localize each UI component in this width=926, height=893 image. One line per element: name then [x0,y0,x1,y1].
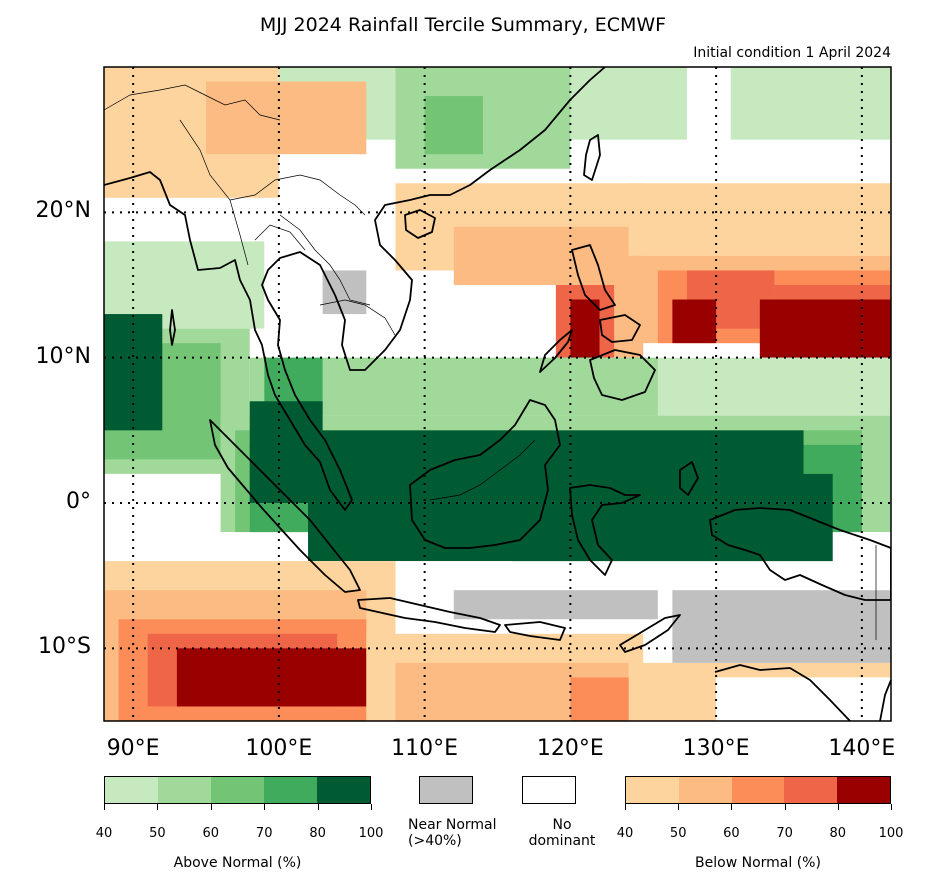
tercile-region-9 [322,270,367,315]
above-normal-tick-mark [210,804,212,810]
sumatra-coastline [209,419,361,593]
no-dominant-caption: No dominant [512,817,612,849]
above-normal-swatch-1 [158,777,211,803]
coastlines [104,67,891,721]
hainan-coastline [404,209,436,239]
above-normal-tick-mark [371,804,372,810]
below-normal-tick-label: 50 [669,826,687,841]
below-normal-caption: Below Normal (%) [695,855,821,871]
above-normal-tick-mark [104,804,105,810]
above-normal-tick-mark [317,804,319,810]
tercile-region-18 [759,299,891,358]
below-normal-tick-label: 40 [616,826,634,841]
above-normal-tick-mark [157,804,159,810]
mindanao-coastline [589,349,656,401]
australia-coastline [714,664,851,721]
taiwan-coastline [583,134,601,181]
above-normal-caption: Above Normal (%) [173,855,302,871]
new-guinea-coastline [709,507,891,601]
lesser-sunda-coastline [504,621,566,641]
lat-label: 10°S [38,634,91,660]
lon-label: 110°E [391,736,459,761]
tercile-region-43 [176,648,367,707]
below-normal-tick-label: 60 [723,826,740,841]
palawan-coastline [539,329,573,373]
lon-label: 130°E [682,736,750,761]
above-normal-tick-label: 80 [309,826,326,841]
java-coastline [357,597,501,633]
lon-label: 100°E [245,736,313,761]
below-normal-tick-mark [731,804,733,810]
map-frame [103,66,892,722]
below-normal-swatch-0 [626,777,679,803]
mainland-coastline [104,67,606,511]
below-normal-tick-mark [891,804,892,810]
above-normal-tick-label: 100 [358,826,384,841]
borneo-coastline [409,399,561,549]
no-dominant-caption-line2: dominant [528,833,596,849]
above-normal-tick-label: 40 [95,826,113,841]
above-normal-swatch-2 [211,777,264,803]
tercile-region-3 [424,96,483,155]
above-normal-tick-mark [264,804,266,810]
halmahera-coastline [679,461,699,496]
near-normal-caption: Near Normal (>40%) [408,817,538,849]
above-normal-swatch-4 [317,777,370,803]
below-normal-tick-label: 100 [878,826,904,841]
near-normal-swatch-0 [420,777,472,803]
near-normal-caption-line2: (>40%) [408,833,462,849]
lon-label: 120°E [536,736,604,761]
below-normal-tick-label: 70 [776,826,793,841]
tercile-region-37 [657,473,833,576]
no-dominant-swatch [522,776,576,804]
luzon-coastline [571,244,616,311]
map-subtitle: Initial condition 1 April 2024 [693,45,891,61]
timor-coastline [619,614,681,653]
above-normal-swatch-3 [264,777,317,803]
no-dominant-swatch-0 [523,777,575,803]
below-normal-colorbar [625,776,891,804]
above-normal-tick-label: 70 [255,826,273,841]
gridlines [104,67,891,721]
cape-york-coastline [879,679,891,721]
andaman-coastline [169,309,176,346]
below-normal-swatch-1 [678,777,732,803]
tercile-region-6 [206,81,367,155]
below-normal-swatch-3 [784,777,838,803]
below-normal-tick-mark [678,804,680,810]
below-normal-swatch-2 [731,777,785,803]
tercile-region-4 [730,67,891,140]
tercile-region-48 [672,590,891,663]
tercile-grid [104,67,891,721]
above-normal-tick-label: 50 [149,826,166,841]
lat-label: 20°N [35,198,91,224]
near-normal-swatch [419,776,473,804]
tercile-region-50 [716,677,891,721]
below-normal-tick-mark [784,804,786,810]
no-dominant-caption-line1: No [552,817,572,833]
sulawesi-coastline [569,484,641,576]
above-normal-swatch-0 [105,777,158,803]
tercile-region-17 [672,299,717,344]
near-normal-caption-line1: Near Normal [408,817,497,833]
above-normal-tick-label: 60 [202,826,220,841]
below-normal-tick-mark [625,804,626,810]
lat-label: 0° [66,489,91,514]
lon-label: 90°E [106,736,160,761]
country-borders [104,84,877,640]
below-normal-tick-label: 80 [829,826,847,841]
lon-label: 140°E [828,736,896,761]
lat-label: 10°N [35,343,91,369]
below-normal-tick-mark [837,804,839,810]
below-normal-swatch-4 [837,777,890,803]
tercile-region-23 [104,241,265,329]
above-normal-colorbar [104,776,371,804]
visayas-coastline [599,314,641,343]
map-title: MJJ 2024 Rainfall Tercile Summary, ECMWF [259,14,667,36]
tercile-region-49 [453,590,658,620]
